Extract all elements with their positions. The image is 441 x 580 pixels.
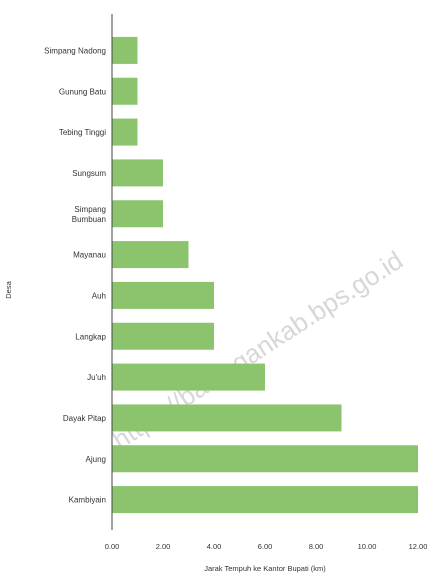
y-axis-title: Desa [4,280,13,298]
bar [112,486,418,514]
category-label: Langkap [75,332,106,341]
x-tick-label: 6.00 [258,542,273,551]
x-tick-label: 4.00 [207,542,222,551]
bar [112,445,418,473]
bars-group [112,36,418,514]
bar [112,77,138,105]
category-label: Tebing Tinggi [59,128,106,137]
category-label: Simpang Bumbuan [72,205,106,224]
category-label: Dayak Pitap [63,414,107,423]
category-label: Simpang Nadong [44,46,106,55]
category-label: Sungsum [72,169,106,178]
category-label: Mayanau [73,251,106,260]
x-tick-label: 8.00 [309,542,324,551]
bar [112,200,163,228]
x-tick-label: 0.00 [105,542,120,551]
category-label: Kambiyain [69,496,106,505]
category-label: Ajung [86,455,106,464]
x-axis-title: Jarak Tempuh ke Kantor Bupati (km) [204,564,326,573]
x-tick-labels: 0.00 2.00 4.00 6.00 8.00 10.00 12.00 [105,542,428,551]
x-tick-label: 2.00 [156,542,171,551]
bar [112,281,214,309]
bar [112,363,265,391]
bar [112,241,189,269]
bar [112,404,342,432]
category-label: Ju'uh [87,373,106,382]
category-label: Gunung Batu [59,87,106,96]
bar [112,118,138,146]
x-tick-label: 10.00 [358,542,377,551]
category-labels: Simpang Nadong Gunung Batu Tebing Tinggi Su… [44,46,106,504]
category-label: Auh [92,291,106,300]
bar [112,36,138,64]
bar [112,322,214,350]
x-tick-label: 12.00 [409,542,428,551]
bar [112,159,163,187]
